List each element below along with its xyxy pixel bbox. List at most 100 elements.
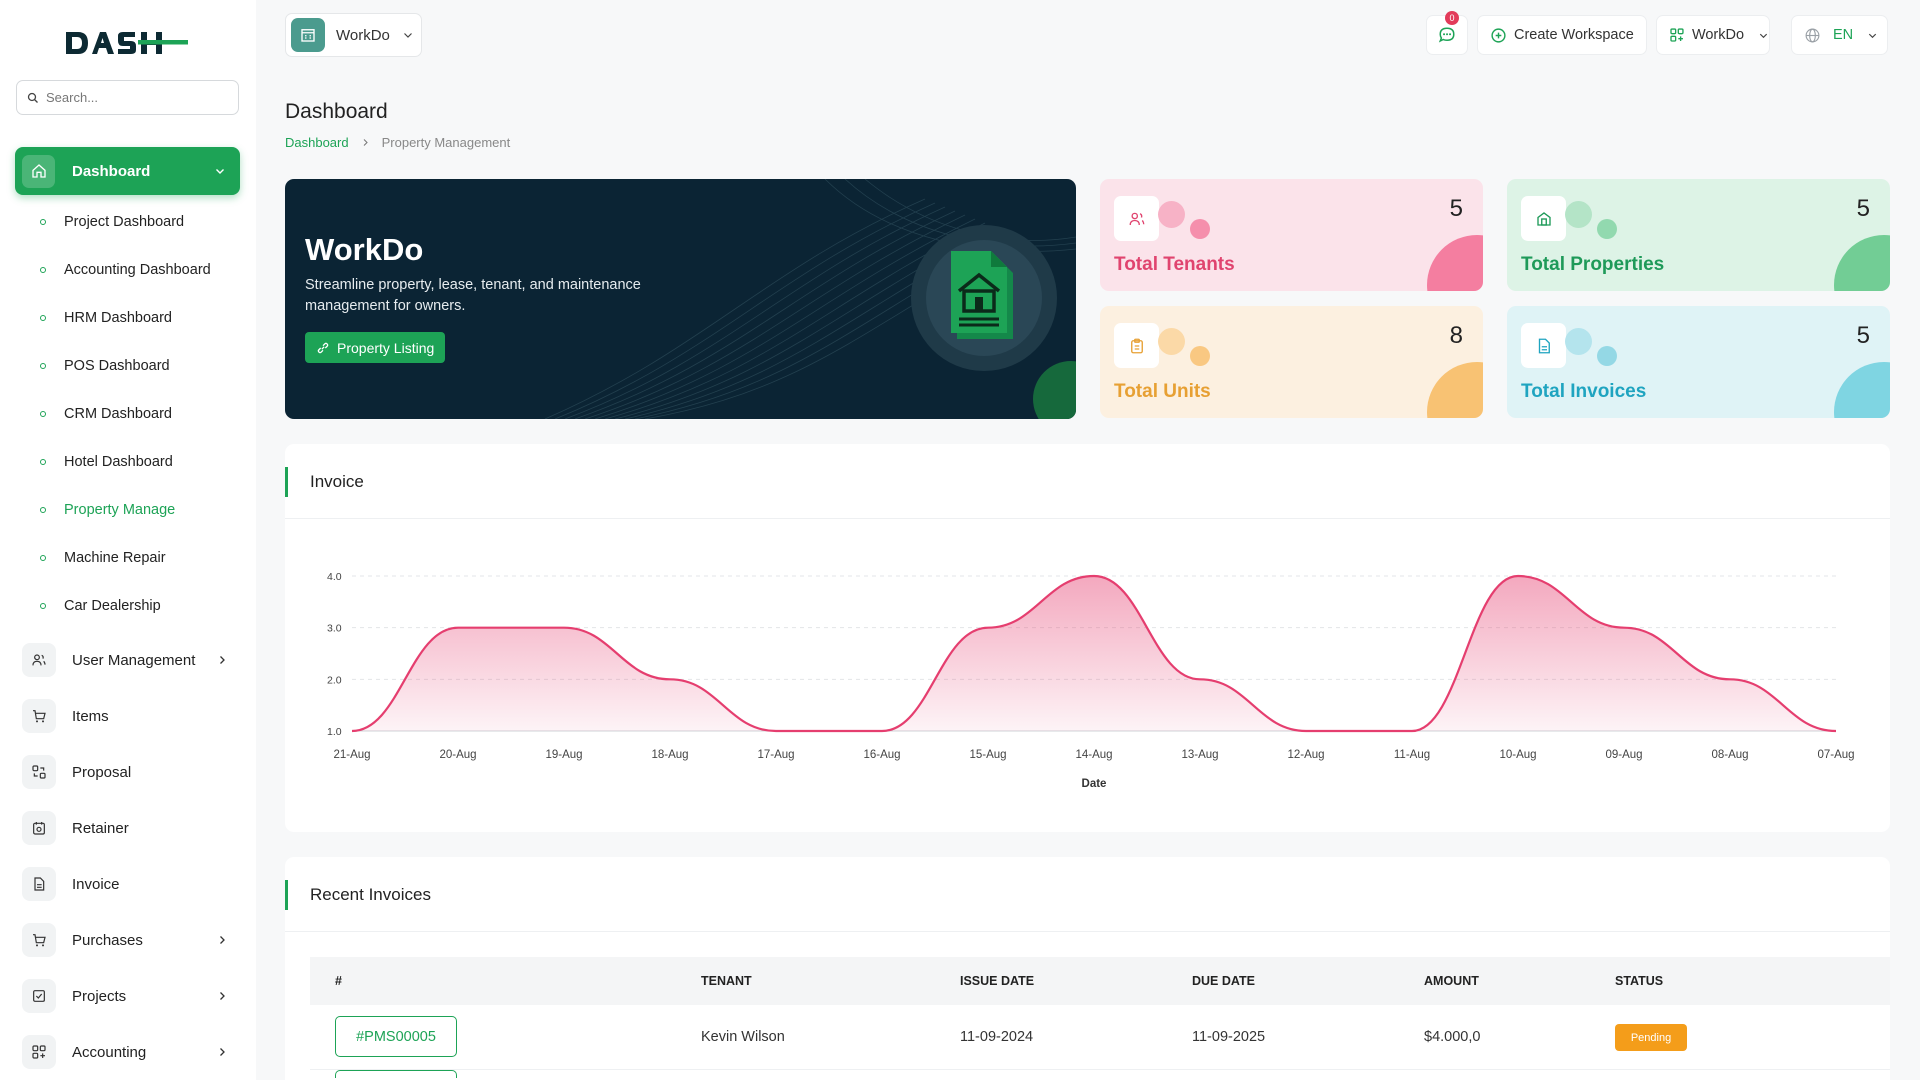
sidebar-item-dashboard[interactable]: Dashboard	[15, 147, 240, 195]
create-workspace-button[interactable]: Create Workspace	[1477, 15, 1647, 55]
stat-value: 5	[1449, 195, 1463, 222]
next-row-invoice-button[interactable]	[335, 1070, 457, 1078]
x-tick-label: 07-Aug	[1817, 749, 1854, 761]
home-icon	[22, 154, 55, 188]
sidebar-item-user-management[interactable]: User Management	[22, 643, 234, 677]
y-tick-label: 4.0	[327, 571, 342, 583]
series-area	[352, 576, 1836, 731]
chevron-down-icon	[216, 169, 224, 174]
workspace-name: WorkDo	[336, 26, 390, 44]
x-tick-label: 11-Aug	[1394, 749, 1430, 761]
sidebar-subitem-label: Project Dashboard	[64, 214, 185, 230]
decorative-corner	[1427, 235, 1483, 291]
sidebar-item-proposal[interactable]: Proposal	[22, 755, 234, 789]
tenant-cell: Kevin Wilson	[701, 1029, 785, 1045]
sidebar-subitem-hotel-dashboard[interactable]: Hotel Dashboard	[40, 454, 173, 470]
column-header: AMOUNT	[1424, 974, 1479, 988]
decorative-bubble	[1565, 328, 1592, 355]
sidebar-subitem-accounting-dashboard[interactable]: Accounting Dashboard	[40, 262, 211, 278]
decorative-bubble	[1190, 219, 1210, 239]
x-tick-label: 10-Aug	[1499, 749, 1536, 761]
brand-logo[interactable]	[64, 28, 190, 63]
recent-invoices-card: Recent Invoices # TENANT ISSUE DATE DUE …	[285, 857, 1890, 1080]
series-line[interactable]	[351, 574, 1837, 733]
decorative-bubble	[1565, 201, 1592, 228]
decorative-corner	[1427, 362, 1483, 418]
card-header: Recent Invoices	[285, 857, 1890, 932]
chat-icon	[1438, 27, 1455, 43]
bullet-icon	[40, 363, 46, 369]
stat-card-total-tenants[interactable]: 5 Total Tenants	[1100, 179, 1483, 291]
language-selector[interactable]: EN	[1791, 15, 1888, 55]
x-tick-label: 09-Aug	[1605, 749, 1642, 761]
sidebar-item-label: Accounting	[72, 1043, 147, 1061]
sidebar-subitem-project-dashboard[interactable]: Project Dashboard	[40, 214, 184, 230]
column-header: ISSUE DATE	[960, 974, 1035, 988]
column-header: #	[335, 974, 342, 988]
stat-card-total-properties[interactable]: 5 Total Properties	[1507, 179, 1890, 291]
table-row: #PMS00005 Kevin Wilson 11-09-2024 11-09-…	[310, 1005, 1890, 1078]
property-listing-button[interactable]: Property Listing	[305, 332, 446, 363]
x-tick-label: 08-Aug	[1711, 749, 1748, 761]
sidebar-item-accounting[interactable]: Accounting	[22, 1035, 234, 1069]
sidebar-item-purchases[interactable]: Purchases	[22, 923, 234, 957]
sidebar-item-projects[interactable]: Projects	[22, 979, 234, 1013]
x-tick-label: 20-Aug	[439, 749, 476, 761]
invoice-area-chart[interactable]: 1.0 2.0 3.0 4.0 21-Aug 20-Aug 19-Aug 18-Aug 17-A…	[285, 519, 1890, 832]
bullet-icon	[40, 603, 46, 609]
search-box[interactable]	[16, 80, 239, 115]
column-header: STATUS	[1615, 974, 1664, 988]
search-icon	[27, 92, 38, 103]
sidebar-subitem-machine-repair[interactable]: Machine Repair	[40, 550, 166, 566]
recent-invoices-table: # TENANT ISSUE DATE DUE DATE AMOUNT STAT…	[310, 957, 1890, 1078]
sidebar-subitem-label: HRM Dashboard	[64, 310, 172, 326]
decorative-corner	[1834, 362, 1890, 418]
hero-subtitle: Streamline property, lease, tenant, and …	[305, 277, 641, 314]
sidebar-subitem-hrm-dashboard[interactable]: HRM Dashboard	[40, 310, 172, 326]
workspace-menu-button[interactable]: WorkDo	[1656, 15, 1770, 55]
sidebar-subitem-label: Property Manage	[64, 502, 176, 518]
x-tick-label: 17-Aug	[757, 749, 794, 761]
decorative-bubble	[1597, 219, 1617, 239]
stat-card-total-units[interactable]: 8 Total Units	[1100, 306, 1483, 418]
breadcrumb-link-dashboard[interactable]: Dashboard	[285, 135, 349, 150]
sidebar-item-label: User Management	[72, 651, 196, 669]
card-header: Invoice	[285, 444, 1890, 519]
decorative-corner	[1834, 235, 1890, 291]
property-document-icon	[951, 251, 1013, 339]
sidebar-subitem-crm-dashboard[interactable]: CRM Dashboard	[40, 406, 172, 422]
x-tick-label: 16-Aug	[863, 749, 900, 761]
sidebar-item-retainer[interactable]: Retainer	[22, 811, 234, 845]
workspace-selector[interactable]: WorkDo	[285, 13, 422, 57]
chevron-right-icon	[363, 139, 368, 146]
messages-button[interactable]: 0	[1426, 11, 1468, 55]
invoice-number-button[interactable]: #PMS00005	[335, 1016, 457, 1057]
sidebar-item-items[interactable]: Items	[22, 699, 234, 733]
x-tick-label: 15-Aug	[969, 749, 1006, 761]
invoice-chart-title: Invoice	[310, 472, 364, 491]
retainer-icon	[22, 811, 56, 845]
card-accent-bar	[285, 467, 288, 497]
search-input[interactable]	[46, 90, 226, 105]
bullet-icon	[40, 267, 46, 273]
sidebar-subitem-label: Machine Repair	[64, 550, 166, 566]
checkbox-icon	[22, 979, 56, 1013]
proposal-icon	[22, 755, 56, 789]
hero-title: WorkDo	[305, 232, 424, 267]
sidebar-subitem-car-dealership[interactable]: Car Dealership	[40, 598, 161, 614]
chevron-right-icon	[220, 656, 225, 664]
sidebar-subitem-pos-dashboard[interactable]: POS Dashboard	[40, 358, 170, 374]
breadcrumb-current: Property Management	[381, 135, 511, 150]
y-tick-label: 3.0	[327, 623, 342, 635]
sidebar-item-label: Projects	[72, 987, 127, 1005]
cart-icon	[22, 923, 56, 957]
sidebar-subitem-property-manage[interactable]: Property Manage	[40, 502, 175, 518]
sidebar-item-invoice[interactable]: Invoice	[22, 867, 234, 901]
stat-value: 5	[1856, 195, 1870, 222]
stat-card-total-invoices[interactable]: 5 Total Invoices	[1507, 306, 1890, 418]
sidebar-item-label: Invoice	[72, 875, 120, 893]
stat-value: 8	[1449, 322, 1463, 349]
x-tick-label: 14-Aug	[1075, 749, 1112, 761]
chevron-down-icon	[1869, 33, 1877, 38]
grid-icon	[1670, 28, 1684, 42]
